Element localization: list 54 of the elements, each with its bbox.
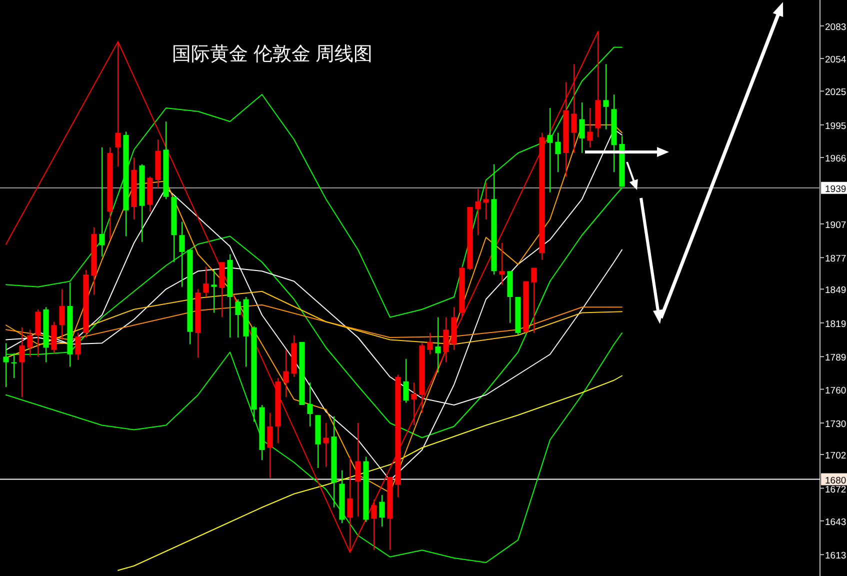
candlestick <box>35 308 41 358</box>
candlestick <box>435 316 441 373</box>
line-series <box>118 375 622 571</box>
candlestick <box>19 326 25 398</box>
candlestick <box>499 242 505 286</box>
candlestick <box>379 494 385 527</box>
candlestick <box>59 288 65 340</box>
y-tick-label: 1819. <box>825 318 847 330</box>
candlestick <box>587 108 593 148</box>
y-tick-label: 1789. <box>825 352 847 364</box>
candlestick <box>531 267 537 334</box>
candlestick <box>547 108 553 193</box>
y-tick-label: 1730. <box>825 419 847 430</box>
candlestick <box>355 422 361 517</box>
candlestick <box>579 102 585 154</box>
candlestick <box>115 41 121 167</box>
candlestick <box>179 221 185 288</box>
y-tick-label: 1966. <box>825 154 847 164</box>
candlestick <box>403 358 409 404</box>
candlestick <box>483 182 489 220</box>
candlestick <box>307 382 313 427</box>
y-tick-label: 1643. <box>825 516 847 528</box>
y-tick-label: 1613. <box>825 550 847 562</box>
y-tick-label: 1702. <box>825 450 847 462</box>
candlestick <box>475 188 481 236</box>
candlestick <box>283 349 289 398</box>
candlestick <box>27 329 33 358</box>
candlestick <box>211 270 217 314</box>
y-tick-label: 1877. <box>825 254 847 265</box>
y-tick-label: 2025. <box>825 87 847 98</box>
candlestick <box>11 352 17 378</box>
candlestick <box>323 422 329 468</box>
line-series <box>6 304 622 340</box>
ref-line-label: 1680. <box>825 475 847 486</box>
candlestick <box>267 412 273 479</box>
candlestick <box>75 332 81 360</box>
y-tick-label: 1760. <box>825 385 847 396</box>
candlestick <box>555 132 561 173</box>
y-tick-label: 1672. <box>825 484 847 496</box>
candlestick <box>427 332 433 355</box>
candlestick <box>411 382 417 426</box>
candlestick <box>99 146 105 257</box>
y-tick-label: 2083. <box>825 22 847 33</box>
ref-line-label: 1939. <box>825 184 847 195</box>
y-tick-label: 2054. <box>825 54 847 66</box>
candlestick <box>571 64 577 154</box>
candlestick <box>235 298 241 338</box>
title: 国际黄金 伦敦金 周线图 <box>172 44 373 65</box>
candlestick <box>443 316 449 363</box>
candlestick <box>203 266 209 298</box>
candlestick <box>603 64 609 130</box>
y-tick-label: 1849. <box>825 285 847 296</box>
y-tick-label: 1995. <box>825 120 847 132</box>
y-tick-label: 1907. <box>825 220 847 231</box>
